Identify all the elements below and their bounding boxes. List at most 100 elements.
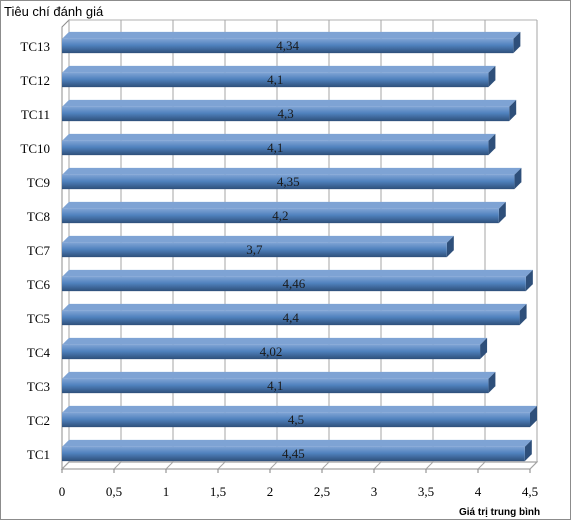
bar-end-face [488, 133, 496, 156]
x-tick-label: 4,5 [522, 484, 538, 499]
x-tick-label: 3 [371, 484, 378, 499]
bar-top-face [62, 99, 517, 107]
bar-front-face [62, 242, 447, 258]
x-tick-label: 2 [267, 484, 274, 499]
bar-front-face [62, 378, 489, 394]
category-label: TC13 [20, 39, 50, 54]
category-label: TC10 [20, 141, 50, 156]
bar-top-face [62, 269, 533, 277]
bar [62, 405, 537, 428]
data-label: 3,7 [246, 242, 263, 257]
category-label: TC8 [27, 209, 50, 224]
bar-front-face [62, 208, 499, 224]
x-tick-label: 2,5 [314, 484, 330, 499]
data-label: 4,4 [283, 310, 300, 325]
data-label: 4,46 [283, 276, 306, 291]
bar-top-face [62, 201, 506, 209]
bar [62, 65, 496, 88]
bar [62, 201, 506, 224]
data-label: 4,2 [272, 208, 288, 223]
category-label: TC12 [20, 73, 50, 88]
data-label: 4,3 [277, 106, 293, 121]
bar-top-face [62, 405, 537, 413]
bar-end-face [514, 167, 522, 190]
bar-top-face [62, 303, 527, 311]
bar [62, 371, 496, 394]
category-label: TC5 [27, 311, 50, 326]
bar-front-face [62, 72, 489, 88]
bar-end-face [513, 31, 521, 54]
category-label: TC1 [27, 447, 50, 462]
bar-top-face [62, 371, 496, 379]
bar-top-face [62, 235, 454, 243]
gridline-floor [529, 461, 538, 470]
bar-end-face [498, 201, 506, 224]
bar [62, 133, 496, 156]
bar [62, 31, 521, 54]
bar-front-face [62, 276, 526, 292]
category-label: TC11 [21, 107, 50, 122]
bar [62, 167, 522, 190]
x-tick-label: 1,5 [210, 484, 226, 499]
gridline-floor [269, 461, 278, 470]
x-tick-label: 4 [475, 484, 482, 499]
data-label: 4,34 [276, 38, 299, 53]
category-label: TC7 [27, 243, 51, 258]
data-label: 4,45 [282, 446, 305, 461]
floor [60, 461, 539, 470]
bar-end-face [480, 337, 488, 360]
bar-top-face [62, 439, 532, 447]
gridline-floor [477, 461, 486, 470]
data-label: 4,5 [288, 412, 304, 427]
bar-end-face [525, 269, 533, 292]
bar-end-face [446, 235, 454, 258]
y-axis-title: Tiêu chí đánh giá [4, 4, 104, 19]
gridline-floor [425, 461, 434, 470]
category-label: TC3 [27, 379, 50, 394]
bar-end-face [488, 65, 496, 88]
bar-front-face [62, 446, 525, 462]
bar-top-face [62, 65, 496, 73]
bars: 4,45 4,5 4,1 4,02 4,4 4,46 3,7 4,2 4,35 4,1 4,3 4,1… [62, 31, 537, 462]
bar-top-face [62, 133, 496, 141]
bar-front-face [62, 140, 489, 156]
category-label: TC9 [27, 175, 50, 190]
bar-top-face [62, 337, 488, 345]
bar-front-face [62, 106, 510, 122]
x-tick-label: 0,5 [106, 484, 122, 499]
x-axis-title: Giá trị trung bình [459, 507, 540, 518]
gridline-floor [321, 461, 330, 470]
data-label: 4,1 [267, 378, 283, 393]
gridline-floor [61, 461, 70, 470]
bar [62, 337, 488, 360]
x-tick-label: 3,5 [418, 484, 434, 499]
category-label: TC6 [27, 277, 51, 292]
category-label: TC2 [27, 413, 50, 428]
gridline-floor [373, 461, 382, 470]
bar-end-face [524, 439, 532, 462]
bar-top-face [62, 31, 521, 39]
bar-front-face [62, 412, 530, 428]
bar-front-face [62, 344, 481, 360]
bar-end-face [519, 303, 527, 326]
bar-front-face [62, 310, 520, 326]
x-tick-label: 1 [163, 484, 170, 499]
data-label: 4,35 [277, 174, 300, 189]
bar-end-face [488, 371, 496, 394]
x-tick-label: 0 [59, 484, 66, 499]
bar [62, 99, 517, 122]
gridline-floor [165, 461, 174, 470]
bar [62, 439, 532, 462]
category-label: TC4 [27, 345, 51, 360]
x-tick-labels: 0 0,5 1 1,5 2 2,5 3 3,5 4 4,5 [59, 484, 538, 499]
bar-end-face [530, 405, 537, 428]
bar [62, 235, 454, 258]
category-labels: TC1 TC2 TC3 TC4 TC5 TC6 TC7 TC8 TC9 TC10 TC11 TC12 T… [20, 39, 50, 462]
data-label: 4,1 [267, 140, 283, 155]
bar-top-face [62, 167, 522, 175]
bar [62, 303, 527, 326]
bar-front-face [62, 174, 515, 190]
data-label: 4,1 [267, 72, 283, 87]
bar-end-face [509, 99, 517, 122]
